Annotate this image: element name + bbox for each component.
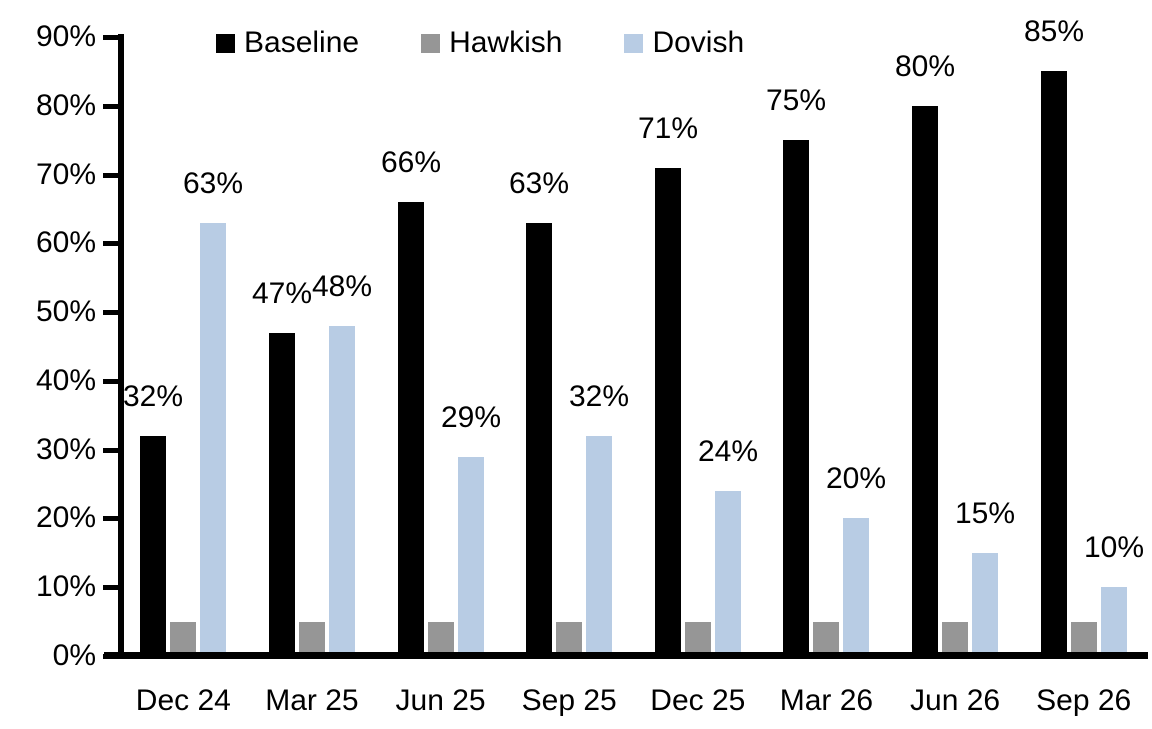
y-axis-tick-label: 60% — [35, 226, 96, 260]
chart-legend: Baseline Hawkish Dovish — [216, 24, 744, 62]
bar-value-label: 63% — [182, 167, 244, 200]
bar-hawkish-sep-26 — [1071, 622, 1097, 656]
bar-hawkish-sep-25 — [556, 622, 582, 656]
bar-dovish-sep-25 — [586, 436, 612, 656]
y-axis-tick — [103, 516, 118, 522]
bar-baseline-mar-25 — [269, 333, 295, 656]
x-axis-category-label: Dec 24 — [135, 684, 231, 717]
y-axis-tick-label: 30% — [35, 432, 96, 466]
bar-hawkish-dec-24 — [170, 622, 196, 656]
y-axis-tick — [103, 585, 118, 591]
bar-value-label: 32% — [122, 380, 184, 413]
bar-dovish-sep-26 — [1101, 587, 1127, 656]
bar-value-label: 48% — [311, 270, 373, 303]
bar-dovish-jun-26 — [972, 553, 998, 656]
y-axis-tick-label: 0% — [52, 639, 96, 672]
bar-hawkish-jun-26 — [942, 622, 968, 656]
legend-swatch-dovish — [624, 33, 644, 53]
bar-value-label: 20% — [825, 462, 887, 495]
bar-value-label: 63% — [508, 167, 570, 200]
bar-value-label: 15% — [954, 497, 1016, 530]
bar-value-label: 10% — [1083, 531, 1145, 564]
x-axis-category-label: Dec 25 — [650, 684, 746, 717]
bar-hawkish-mar-25 — [299, 622, 325, 656]
bar-value-label: 75% — [765, 84, 827, 117]
legend-swatch-hawkish — [421, 33, 441, 53]
bar-baseline-dec-24 — [140, 436, 166, 656]
x-axis-category-label: Jun 26 — [910, 684, 1001, 717]
y-axis-tick — [103, 103, 118, 109]
bar-baseline-jun-25 — [398, 202, 424, 656]
y-axis-tick — [103, 310, 118, 316]
legend-item-dovish: Dovish — [624, 24, 744, 62]
bar-dovish-dec-24 — [200, 223, 226, 656]
legend-label: Dovish — [652, 26, 745, 59]
legend-label: Baseline — [244, 26, 360, 59]
x-axis-category-label: Sep 26 — [1036, 684, 1132, 717]
bar-value-label: 29% — [440, 401, 502, 434]
bar-value-label: 47% — [251, 277, 313, 310]
x-axis-category-label: Sep 25 — [521, 684, 617, 717]
bar-baseline-sep-25 — [526, 223, 552, 656]
bar-baseline-mar-26 — [783, 140, 809, 656]
y-axis-tick-label: 70% — [35, 157, 96, 191]
bar-value-label: 80% — [894, 50, 956, 83]
bar-dovish-mar-25 — [329, 326, 355, 656]
bar-dovish-jun-25 — [458, 457, 484, 656]
bar-dovish-mar-26 — [843, 518, 869, 656]
x-axis-line — [104, 652, 1148, 659]
y-axis-tick — [103, 378, 118, 384]
y-axis-tick-label: 20% — [35, 501, 96, 535]
x-axis-category-label: Mar 25 — [265, 684, 359, 717]
bar-baseline-jun-26 — [912, 106, 938, 656]
y-axis-tick-label: 80% — [35, 88, 96, 122]
y-axis-line — [118, 34, 124, 659]
bar-hawkish-jun-25 — [428, 622, 454, 656]
y-axis-tick-label: 10% — [35, 570, 96, 604]
bar-hawkish-mar-26 — [813, 622, 839, 656]
bar-value-label: 85% — [1023, 15, 1085, 48]
y-axis-tick — [103, 447, 118, 453]
bar-value-label: 66% — [380, 146, 442, 179]
bar-value-label: 32% — [568, 380, 630, 413]
y-axis-tick-label: 40% — [35, 363, 96, 397]
legend-item-baseline: Baseline — [216, 24, 359, 62]
x-axis-category-label: Jun 25 — [395, 684, 486, 717]
bar-baseline-sep-26 — [1041, 71, 1067, 656]
bar-baseline-dec-25 — [655, 168, 681, 656]
bar-value-label: 24% — [697, 435, 759, 468]
legend-label: Hawkish — [449, 26, 563, 59]
y-axis-tick — [103, 241, 118, 247]
y-axis-tick-label: 50% — [35, 295, 96, 329]
bar-dovish-dec-25 — [715, 491, 741, 656]
legend-item-hawkish: Hawkish — [421, 24, 562, 62]
y-axis-tick — [103, 35, 118, 40]
x-axis-category-label: Mar 26 — [779, 684, 874, 717]
bar-hawkish-dec-25 — [685, 622, 711, 656]
y-axis-tick-label: 90% — [35, 20, 96, 53]
legend-swatch-baseline — [216, 33, 235, 53]
y-axis-tick — [103, 172, 118, 178]
bar-value-label: 71% — [637, 112, 699, 145]
